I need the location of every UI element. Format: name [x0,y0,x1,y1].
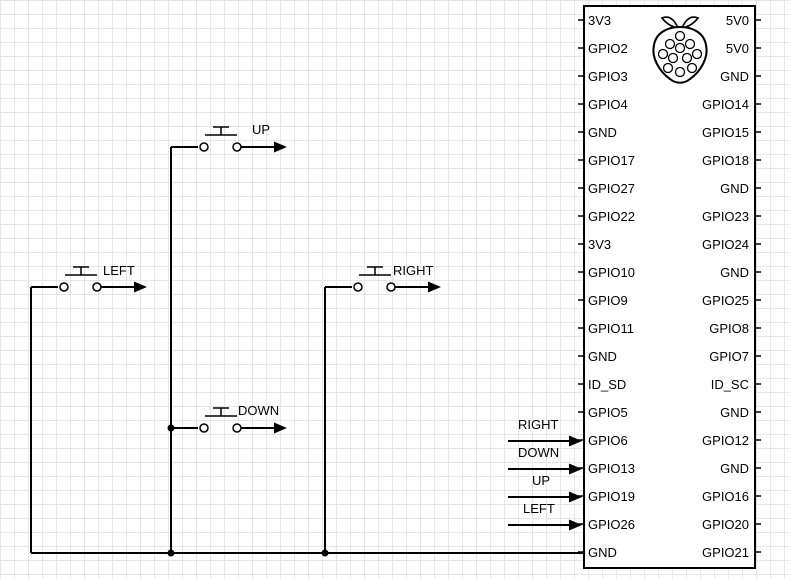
right-pin-gpio12: GPIO12 [702,433,749,448]
left-pin-gnd: GND [588,545,617,560]
left-pin-gpio2: GPIO2 [588,41,628,56]
signal-left-label: LEFT [523,501,555,516]
right-pin-gnd: GND [720,461,749,476]
left-pin-gpio3: GPIO3 [588,69,628,84]
left-pin-gpio4: GPIO4 [588,97,628,112]
left-pin-gpio10: GPIO10 [588,265,635,280]
left-pin-gpio13: GPIO13 [588,461,635,476]
pin-layer: 3V3 GPIO2 GPIO3 GPIO4 GND GPIO17 GPIO27 GPIO22 3… [578,13,761,560]
left-pin-3v3: 3V3 [588,13,611,28]
right-pin-gpio23: GPIO23 [702,209,749,224]
button-up-label: UP [252,122,270,137]
right-pin-gnd: GND [720,181,749,196]
button-up: UP [199,122,287,153]
right-pin-gpio8: GPIO8 [709,321,749,336]
junction-dot [167,549,175,557]
button-down-label: DOWN [238,403,279,418]
right-pin-5v0: 5V0 [726,13,749,28]
right-pin-gpio18: GPIO18 [702,153,749,168]
right-pin-5v0: 5V0 [726,41,749,56]
left-pin-id-sd: ID_SD [588,377,626,392]
signal-left: LEFT [508,501,582,531]
left-pin-gpio11: GPIO11 [588,321,634,336]
right-pin-gnd: GND [720,265,749,280]
right-pin-gpio7: GPIO7 [709,349,749,364]
right-pin-gpio24: GPIO24 [702,237,749,252]
left-pin-gpio26: GPIO26 [588,517,635,532]
pi-header: 3V3 GPIO2 GPIO3 GPIO4 GND GPIO17 GPIO27 GPIO22 3… [578,5,761,569]
signal-up-label: UP [532,473,550,488]
right-pin-gpio21: GPIO21 [702,545,749,560]
signal-right-label: RIGHT [518,417,559,432]
left-pin-gpio9: GPIO9 [588,293,628,308]
left-pin-gpio27: GPIO27 [588,181,635,196]
right-pin-id-sc: ID_SC [711,377,749,392]
right-pin-gnd: GND [720,69,749,84]
left-pin-gpio6: GPIO6 [588,433,628,448]
left-pin-gpio22: GPIO22 [588,209,635,224]
right-pin-gpio14: GPIO14 [702,97,749,112]
right-pin-gpio16: GPIO16 [702,489,749,504]
signal-inputs: RIGHT DOWN UP LEFT [508,417,582,531]
left-pin-gpio5: GPIO5 [588,405,628,420]
left-pin-gpio17: GPIO17 [588,153,635,168]
junction-dot [321,549,329,557]
right-pin-gpio20: GPIO20 [702,517,749,532]
left-pin-3v3: 3V3 [588,237,611,252]
signal-down-label: DOWN [518,445,559,460]
junction-dot [167,424,175,432]
signal-up: UP [508,473,582,503]
button-right: RIGHT [353,263,441,293]
signal-right: RIGHT [508,417,582,447]
right-pin-gpio25: GPIO25 [702,293,749,308]
left-pin-gnd: GND [588,349,617,364]
left-pin-gnd: GND [588,125,617,140]
button-left-label: LEFT [103,263,135,278]
right-pin-gpio15: GPIO15 [702,125,749,140]
left-pin-gpio19: GPIO19 [588,489,635,504]
signal-down: DOWN [508,445,582,475]
button-left: LEFT [59,263,147,293]
button-down: DOWN [199,403,287,434]
button-right-label: RIGHT [393,263,434,278]
pi-header-body [583,5,756,569]
wires [30,146,584,557]
right-pin-gnd: GND [720,405,749,420]
raspberry-pi-logo [652,16,708,84]
